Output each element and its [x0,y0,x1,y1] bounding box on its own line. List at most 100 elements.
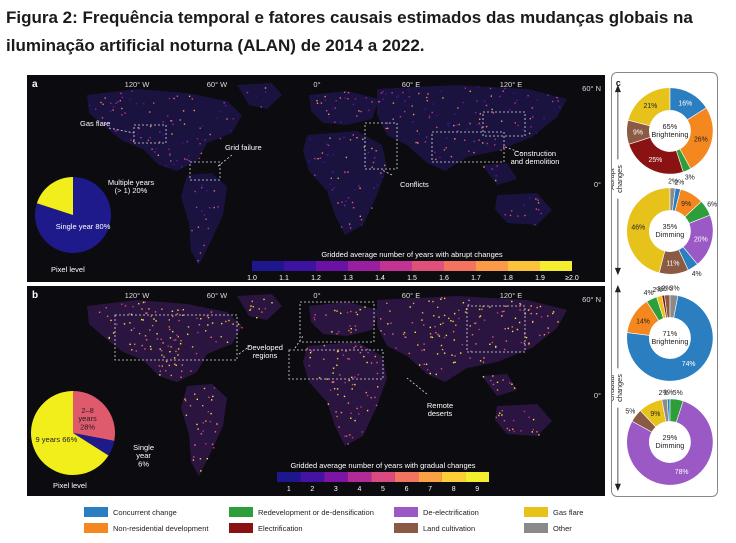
light-pixel [360,219,363,221]
light-pixel [168,148,170,150]
colorbar-tick: 2 [310,486,314,493]
light-pixel [337,177,339,179]
pie-label: Single year 80% [56,222,111,231]
light-pixel [506,427,509,430]
light-pixel [557,321,559,323]
donut-abrupt-brightening: 16% 26% 3% 25% 9% 21% 65% Brightening [626,87,714,181]
light-pixel [308,364,310,367]
light-pixel [477,86,480,88]
light-pixel [440,90,442,92]
light-pixel [389,310,391,312]
light-pixel [457,107,459,109]
light-pixel [363,355,365,358]
light-pixel [491,341,494,344]
colorbar-tick: 6 [405,486,409,493]
donut-label: 9% [650,411,660,418]
light-pixel [197,261,199,264]
light-pixel [418,133,420,135]
light-pixel [443,336,446,339]
light-pixel [213,387,216,389]
light-pixel [354,419,356,422]
light-pixel [362,138,364,140]
light-pixel [382,176,384,178]
light-pixel [133,140,135,143]
colorbar-tick: 9 [475,486,479,493]
colorbar-swatch [380,261,412,271]
light-pixel [327,403,330,405]
light-pixel [337,393,339,396]
light-pixel [417,344,419,346]
light-pixel [473,140,476,143]
colorbar-swatch [508,261,540,271]
colorbar-tick: 1.8 [503,275,513,282]
light-pixel [189,405,192,407]
light-pixel [188,155,190,157]
light-pixel [159,370,161,372]
light-pixel [332,153,334,156]
light-pixel [89,104,91,106]
light-pixel [309,138,311,140]
panel-a-map: 120° W 60° W 0° 60° E 120° E 60° N 0° a Gas fl… [27,75,605,282]
donut-gradual-dimming: 5% 78% 5% 9% 2%1% 29% Dimming [625,389,714,486]
light-pixel [492,375,494,377]
light-pixel [224,104,227,107]
donut-label: 2% [659,390,669,397]
light-pixel [220,336,222,338]
light-pixel [385,127,387,130]
light-pixel [433,315,435,317]
light-pixel [316,102,319,104]
light-pixel [131,90,133,92]
light-pixel [474,322,476,325]
light-pixel [440,344,443,347]
light-pixel [386,122,389,124]
landmass [237,294,282,320]
light-pixel [426,100,428,102]
light-pixel [354,383,356,386]
light-pixel [347,92,350,94]
longitude-label: 60° W [207,291,228,300]
light-pixel [182,309,184,311]
light-pixel [172,330,174,333]
light-pixel [523,410,526,413]
light-pixel [408,96,410,98]
pie-b: 2–8 years 28% Single year 6% 9 years 66% [31,391,154,475]
light-pixel [148,308,150,310]
light-pixel [336,357,339,360]
pie-slice [73,433,115,456]
developed-box-eu [299,301,375,343]
light-pixel [437,333,439,336]
colorbar-tick: ≥2.0 [565,275,579,282]
light-pixel [194,393,196,395]
light-pixel [336,415,338,418]
light-pixel [146,312,148,314]
light-pixel [181,370,183,372]
light-pixel [249,309,251,311]
light-pixel [199,127,201,129]
light-pixel [200,210,203,212]
light-pixel [469,325,471,327]
light-pixel [478,139,480,141]
light-pixel [141,344,143,347]
colorbar-swatch [540,261,572,271]
light-pixel [458,317,460,320]
pie-label: Single year 6% [133,443,154,469]
light-pixel [197,331,199,334]
light-pixel [454,138,456,140]
graticule-labels: 120° W 60° W 0° 60° E 120° E 60° N 0° [125,80,601,189]
light-pixel [101,117,104,119]
light-pixel [180,340,182,342]
legend-label: Concurrent change [113,507,177,517]
light-pixel [332,372,334,374]
construction-label: Construction and demolition [511,149,560,166]
light-pixel [404,110,406,113]
light-pixel [264,307,266,310]
light-pixel [366,394,369,397]
light-pixel [490,95,492,97]
light-pixel [367,352,369,354]
light-pixel [153,318,155,320]
light-pixel [481,127,483,129]
light-pixel [350,417,352,419]
light-pixel [340,411,343,414]
light-pixel [129,343,131,345]
light-pixel [170,346,172,348]
